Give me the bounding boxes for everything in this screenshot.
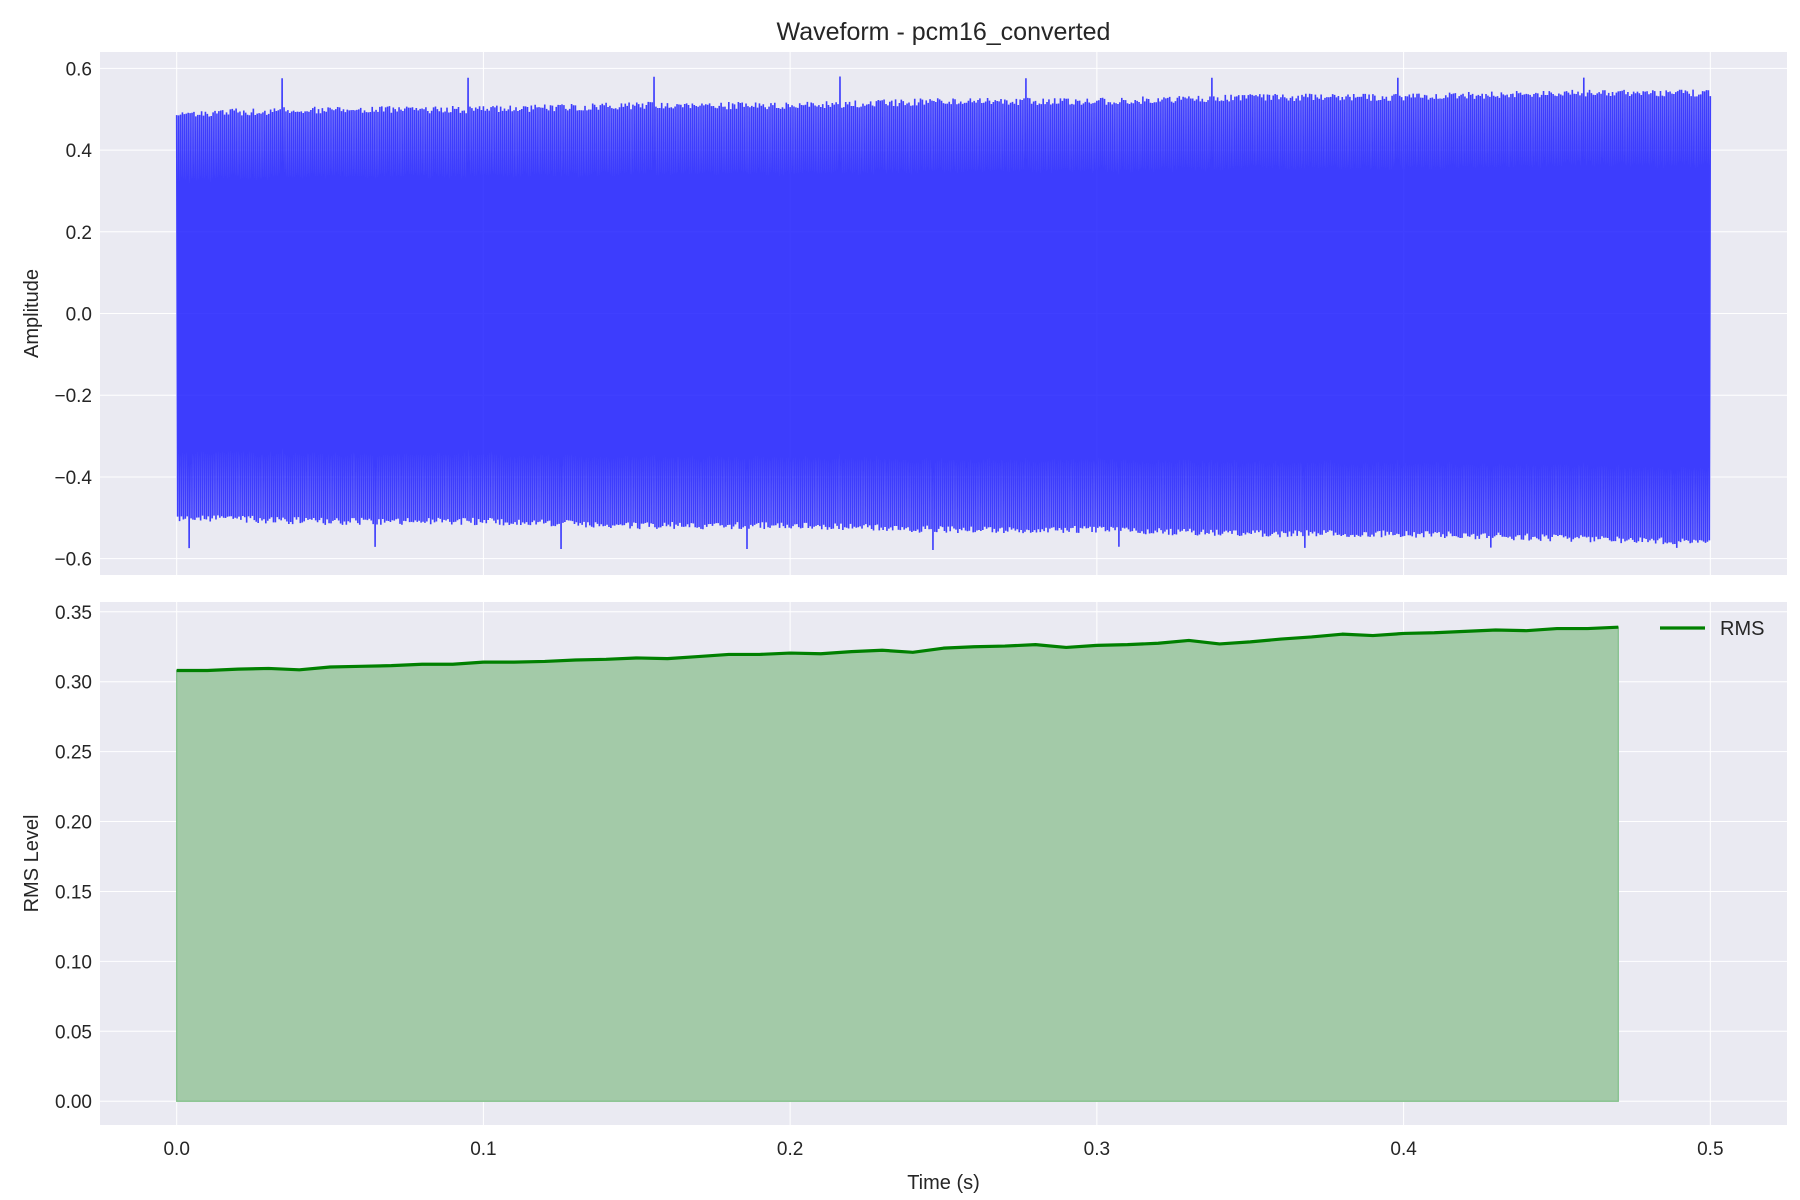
x-tick-label: 0.5 <box>1697 1139 1723 1160</box>
y-tick-label: 0.05 <box>55 1022 92 1043</box>
x-tick-label: 0.4 <box>1390 1139 1417 1160</box>
waveform-series <box>175 76 1712 551</box>
y-tick-label: 0.4 <box>66 141 93 162</box>
waveform-y-axis-label: Amplitude <box>21 269 43 358</box>
y-tick-label: 0.6 <box>66 59 92 80</box>
y-tick-label: 0.30 <box>55 673 92 694</box>
x-tick-label: 0.3 <box>1084 1139 1110 1160</box>
y-tick-label: −0.2 <box>54 386 92 407</box>
waveform-y-ticks: −0.6 −0.4 −0.2 0.0 0.2 0.4 0.6 <box>54 59 92 570</box>
x-tick-label: 0.2 <box>777 1139 803 1160</box>
y-tick-label: 0.35 <box>55 603 92 624</box>
x-tick-label: 0.0 <box>163 1139 189 1160</box>
y-tick-label: −0.4 <box>54 468 92 489</box>
chart-title: Waveform - pcm16_converted <box>777 18 1111 46</box>
legend: RMS <box>1660 618 1764 640</box>
y-tick-label: −0.6 <box>54 550 92 571</box>
rms-line <box>176 625 1619 673</box>
y-tick-label: 0.10 <box>55 952 92 973</box>
rms-panel: 0.000.050.100.150.200.250.300.35 0.0 0.1 0… <box>21 602 1787 1194</box>
waveform-line <box>175 76 1712 551</box>
y-tick-label: 0.25 <box>55 743 92 764</box>
y-tick-label: 0.2 <box>66 223 92 244</box>
y-tick-label: 0.0 <box>66 305 92 326</box>
rms-y-ticks: 0.00 0.05 0.10 0.15 0.20 0.25 0.30 0.35 <box>55 603 92 1113</box>
rms-series <box>176 625 1619 1102</box>
rms-y-axis-label: RMS Level <box>21 815 43 913</box>
legend-label-rms: RMS <box>1720 618 1764 640</box>
x-axis-label: Time (s) <box>907 1172 980 1194</box>
waveform-panel: −0.6 −0.4 −0.2 0.0 0.2 0.4 0.6 Waveform - pcm1… <box>21 18 1787 575</box>
x-axis-ticks: 0.0 0.1 0.2 0.3 0.4 0.5 <box>163 1139 1723 1160</box>
y-tick-label: 0.20 <box>55 813 92 834</box>
x-tick-label: 0.1 <box>470 1139 496 1160</box>
rms-area-fill <box>176 626 1619 1102</box>
y-tick-label: 0.00 <box>55 1092 92 1113</box>
y-tick-label: 0.15 <box>55 882 92 903</box>
